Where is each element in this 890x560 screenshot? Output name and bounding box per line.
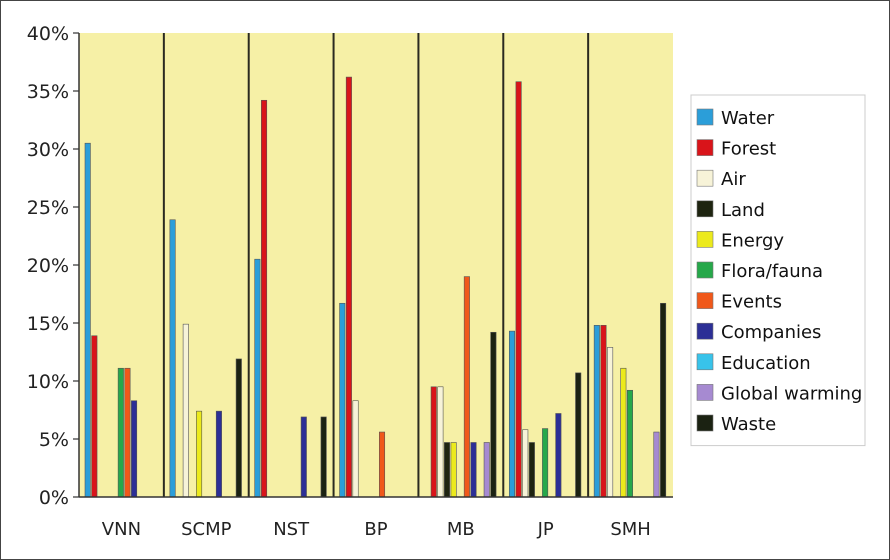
legend-label-global-warming: Global warming [721, 383, 862, 404]
legend-box [690, 94, 866, 447]
plot-area [79, 33, 673, 497]
bar-bp-forest [345, 76, 352, 498]
bar-mb-land [443, 442, 451, 498]
bar-scmp-energy [196, 410, 203, 498]
x-category-label: SMH [610, 519, 651, 540]
bar-smh-flora-fauna [626, 389, 633, 498]
legend-swatch-waste [696, 414, 714, 432]
bar-bp-air [352, 400, 359, 498]
bar-nst-companies [300, 416, 307, 498]
bar-vnn-events [124, 367, 131, 498]
bar-bp-events [379, 431, 386, 498]
x-category-label: NST [273, 519, 310, 540]
bar-vnn-water [84, 142, 91, 498]
bar-mb-companies [470, 442, 477, 498]
bar-jp-companies [555, 413, 562, 498]
legend-label-energy: Energy [721, 230, 784, 251]
y-tick-label: 30% [27, 139, 69, 161]
bar-smh-water [593, 325, 600, 498]
bar-smh-waste [660, 302, 667, 498]
bar-jp-land [528, 442, 535, 498]
y-tick-label: 20% [27, 255, 69, 277]
legend-swatch-forest [696, 139, 714, 156]
bar-jp-water [508, 330, 516, 498]
bar-smh-air [607, 347, 614, 498]
y-tick-label: 40% [27, 23, 69, 45]
bar-nst-forest [261, 99, 268, 498]
y-tick-label: 0% [39, 487, 69, 509]
x-category-label: JP [537, 519, 554, 540]
x-category-label: VNN [102, 519, 141, 540]
y-tick-label: 15% [27, 313, 69, 335]
legend-label-education: Education [721, 353, 811, 374]
x-category-label: SCMP [181, 519, 232, 540]
bar-mb-events [463, 276, 470, 498]
legend-swatch-companies [696, 322, 714, 340]
y-tick-label: 35% [27, 81, 69, 103]
legend-label-events: Events [721, 292, 782, 313]
bar-jp-air [522, 429, 529, 498]
bar-smh-energy [620, 367, 627, 498]
y-tick-label: 10% [27, 371, 69, 393]
legend-swatch-energy [696, 231, 714, 248]
legend-swatch-land [696, 200, 714, 218]
legend-label-waste: Waste [721, 414, 776, 435]
bar-bp-water [339, 302, 346, 498]
bar-smh-forest [600, 325, 607, 498]
x-category-label: BP [364, 519, 387, 540]
legend-swatch-events [696, 292, 714, 309]
legend-swatch-education [696, 353, 714, 371]
legend-label-forest: Forest [721, 139, 776, 160]
legend-label-flora-fauna: Flora/fauna [721, 261, 823, 282]
bar-scmp-air [182, 323, 189, 498]
legend-label-water: Water [721, 108, 775, 129]
legend-label-land: Land [721, 200, 765, 221]
bar-jp-waste [575, 372, 582, 498]
legend-swatch-air [696, 169, 714, 187]
bar-mb-air [437, 386, 444, 498]
bar-jp-forest [515, 81, 522, 498]
bar-jp-flora-fauna [542, 428, 549, 498]
legend-swatch-global-warming [696, 384, 714, 401]
bar-scmp-companies [215, 410, 222, 498]
y-tick-label: 25% [27, 197, 69, 219]
bar-nst-waste [320, 416, 327, 498]
bar-mb-forest [430, 386, 437, 498]
bar-mb-global-warming [483, 442, 490, 498]
bar-vnn-forest [91, 335, 98, 498]
bar-nst-water [254, 258, 261, 498]
legend-label-companies: Companies [721, 322, 821, 343]
legend-swatch-flora-fauna [696, 261, 714, 279]
bar-mb-energy [450, 442, 457, 498]
x-category-label: MB [447, 519, 475, 540]
bar-vnn-flora-fauna [117, 367, 124, 498]
y-tick-label: 5% [39, 429, 69, 451]
bar-scmp-water [169, 219, 176, 498]
legend-label-air: Air [721, 169, 746, 190]
bar-smh-global-warming [653, 431, 660, 498]
bar-scmp-waste [235, 358, 242, 498]
bar-vnn-companies [131, 400, 138, 498]
legend-swatch-water [696, 108, 714, 126]
bar-mb-waste [490, 331, 497, 498]
